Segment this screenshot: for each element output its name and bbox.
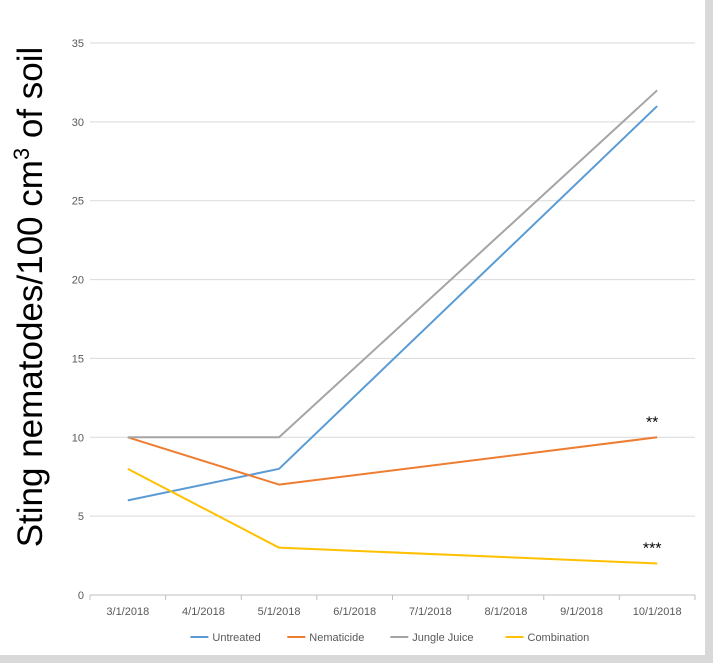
- y-tick-label: 0: [78, 590, 84, 602]
- series-line-combination: [127, 467, 658, 565]
- y-axis-label: Sting nematodes/100 cm3 of soil: [9, 47, 51, 548]
- y-tick-label: 10: [72, 432, 84, 444]
- legend-label-combination: Combination: [528, 632, 590, 644]
- y-tick-label: 25: [72, 196, 84, 208]
- grid-layer: [89, 42, 696, 600]
- y-tick-label: 30: [72, 117, 84, 129]
- x-tick-label: 6/1/2018: [333, 606, 376, 618]
- y-tick-labels: 0 5 10 15 20 25 30 35: [72, 38, 84, 602]
- series-layer: [127, 89, 658, 565]
- legend-label-nematicide: Nematicide: [309, 632, 364, 644]
- series-line-nematicide: [127, 436, 658, 486]
- y-axis-label-tail: of soil: [10, 46, 50, 148]
- y-tick-label: 20: [72, 275, 84, 287]
- legend-label-untreated: Untreated: [212, 632, 260, 644]
- y-axis-label-superscript: 3: [9, 147, 35, 161]
- x-tick-label: 5/1/2018: [258, 606, 301, 618]
- y-tick-label: 35: [72, 38, 84, 50]
- x-tick-label: 9/1/2018: [560, 606, 603, 618]
- series-line-untreated: [127, 105, 658, 502]
- annotation-layer: *****: [643, 414, 662, 557]
- x-tick-label: 4/1/2018: [182, 606, 225, 618]
- y-tick-label: 5: [78, 511, 84, 523]
- series-line-jungle-juice: [127, 89, 658, 439]
- significance-annotation: ***: [643, 540, 662, 557]
- chart-panel: Sting nematodes/100 cm3 of soil 0 5 10 15 20…: [0, 0, 705, 655]
- x-tick-label: 7/1/2018: [409, 606, 452, 618]
- y-axis-label-main: Sting nematodes/100 cm: [10, 160, 50, 548]
- x-tick-label: 10/1/2018: [633, 606, 682, 618]
- x-tick-label: 8/1/2018: [485, 606, 528, 618]
- y-tick-label: 15: [72, 353, 84, 365]
- legend: Untreated Nematicide Jungle Juice Combinati…: [190, 632, 589, 644]
- x-tick-labels: 3/1/2018 4/1/2018 5/1/2018 6/1/2018 7/1/2018…: [106, 606, 681, 618]
- line-chart: 0 5 10 15 20 25 30 35 3/1/2018 4/1/2018 5/1/2018 6…: [72, 38, 696, 644]
- x-tick-label: 3/1/2018: [106, 606, 149, 618]
- legend-label-jungle-juice: Jungle Juice: [412, 632, 473, 644]
- significance-annotation: **: [646, 414, 658, 431]
